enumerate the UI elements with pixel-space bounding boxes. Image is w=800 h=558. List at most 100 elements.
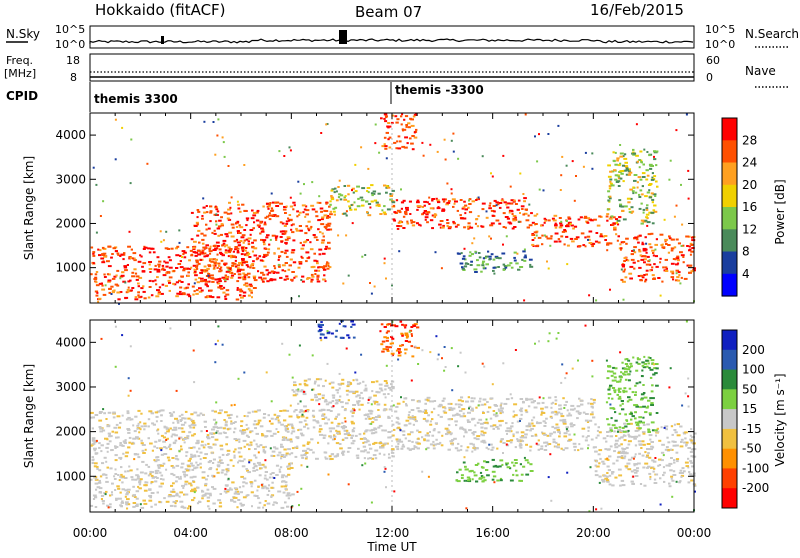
data-cell <box>314 273 317 275</box>
data-cell <box>193 290 196 293</box>
data-cell <box>614 439 619 442</box>
data-cell <box>636 357 639 360</box>
data-cell <box>650 211 655 214</box>
data-cell <box>300 434 305 437</box>
data-cell <box>230 422 233 425</box>
data-cell <box>690 479 693 482</box>
data-cell <box>266 430 270 433</box>
data-cell <box>630 412 633 415</box>
data-cell <box>158 439 161 442</box>
data-cell <box>347 381 351 384</box>
data-cell <box>591 167 594 170</box>
data-cell <box>450 408 454 411</box>
data-cell <box>193 454 197 457</box>
data-cell <box>191 421 195 424</box>
data-cell <box>660 426 663 429</box>
data-cell <box>372 417 375 420</box>
data-cell <box>296 437 300 440</box>
data-cell <box>190 266 193 269</box>
data-cell <box>346 450 350 453</box>
data-cell <box>191 434 195 437</box>
data-cell <box>468 211 473 214</box>
data-cell <box>186 286 190 289</box>
data-cell <box>527 405 531 408</box>
data-cell <box>241 259 245 261</box>
data-cell <box>336 430 341 433</box>
data-cell <box>575 236 580 239</box>
data-cell <box>105 460 108 463</box>
data-cell <box>321 413 324 416</box>
data-cell <box>669 469 673 472</box>
data-cell <box>417 437 420 440</box>
data-cell <box>239 447 243 450</box>
data-cell <box>609 370 614 373</box>
data-cell <box>553 431 556 434</box>
data-cell <box>296 414 299 417</box>
data-cell <box>285 255 289 258</box>
data-cell <box>93 449 97 452</box>
data-cell <box>403 324 406 327</box>
data-cell <box>161 268 165 271</box>
data-cell <box>330 332 334 335</box>
data-cell <box>126 410 130 413</box>
data-cell <box>670 270 675 273</box>
data-cell <box>250 291 253 294</box>
data-cell <box>160 482 164 485</box>
data-cell <box>441 399 445 402</box>
data-cell <box>140 287 144 290</box>
data-cell <box>176 245 180 248</box>
data-cell <box>646 454 649 457</box>
data-cell <box>396 118 400 121</box>
data-cell <box>322 333 325 336</box>
data-cell <box>423 200 427 203</box>
data-cell <box>100 282 103 285</box>
data-cell <box>646 221 651 224</box>
data-cell <box>268 243 271 246</box>
data-cell <box>359 196 364 199</box>
data-cell <box>194 278 198 281</box>
data-cell <box>277 490 282 493</box>
data-cell <box>681 404 684 407</box>
data-cell <box>668 235 671 238</box>
data-cell <box>473 471 476 474</box>
data-cell <box>385 364 388 367</box>
data-cell <box>186 246 190 249</box>
data-cell <box>255 468 259 471</box>
data-cell <box>383 143 386 146</box>
data-cell <box>524 459 529 462</box>
data-cell <box>190 453 193 456</box>
data-cell <box>212 443 216 446</box>
data-cell <box>283 155 286 157</box>
data-cell <box>440 444 444 447</box>
data-cell <box>373 192 376 195</box>
data-cell <box>612 159 616 162</box>
data-cell <box>268 214 271 217</box>
data-cell <box>621 457 626 460</box>
data-cell <box>608 474 612 477</box>
data-cell <box>587 221 590 224</box>
data-cell <box>201 251 204 254</box>
data-cell <box>121 481 124 484</box>
data-cell <box>175 267 179 269</box>
data-cell <box>580 403 584 406</box>
data-cell <box>621 280 626 283</box>
power-colorbar-title: Power [dB] <box>773 179 787 244</box>
data-cell <box>343 212 345 215</box>
data-cell <box>245 261 249 264</box>
data-cell <box>234 256 237 259</box>
data-cell <box>324 451 328 454</box>
data-cell <box>363 441 368 444</box>
data-cell <box>634 191 638 194</box>
data-cell <box>182 293 186 296</box>
data-cell <box>387 415 390 418</box>
data-cell <box>240 420 244 423</box>
data-cell <box>474 424 477 427</box>
data-cell <box>460 404 463 406</box>
data-cell <box>419 224 422 227</box>
data-cell <box>498 206 502 209</box>
data-cell <box>252 469 256 472</box>
data-cell <box>370 192 374 195</box>
data-cell <box>651 249 655 252</box>
data-cell <box>544 219 547 222</box>
data-cell <box>345 429 349 432</box>
